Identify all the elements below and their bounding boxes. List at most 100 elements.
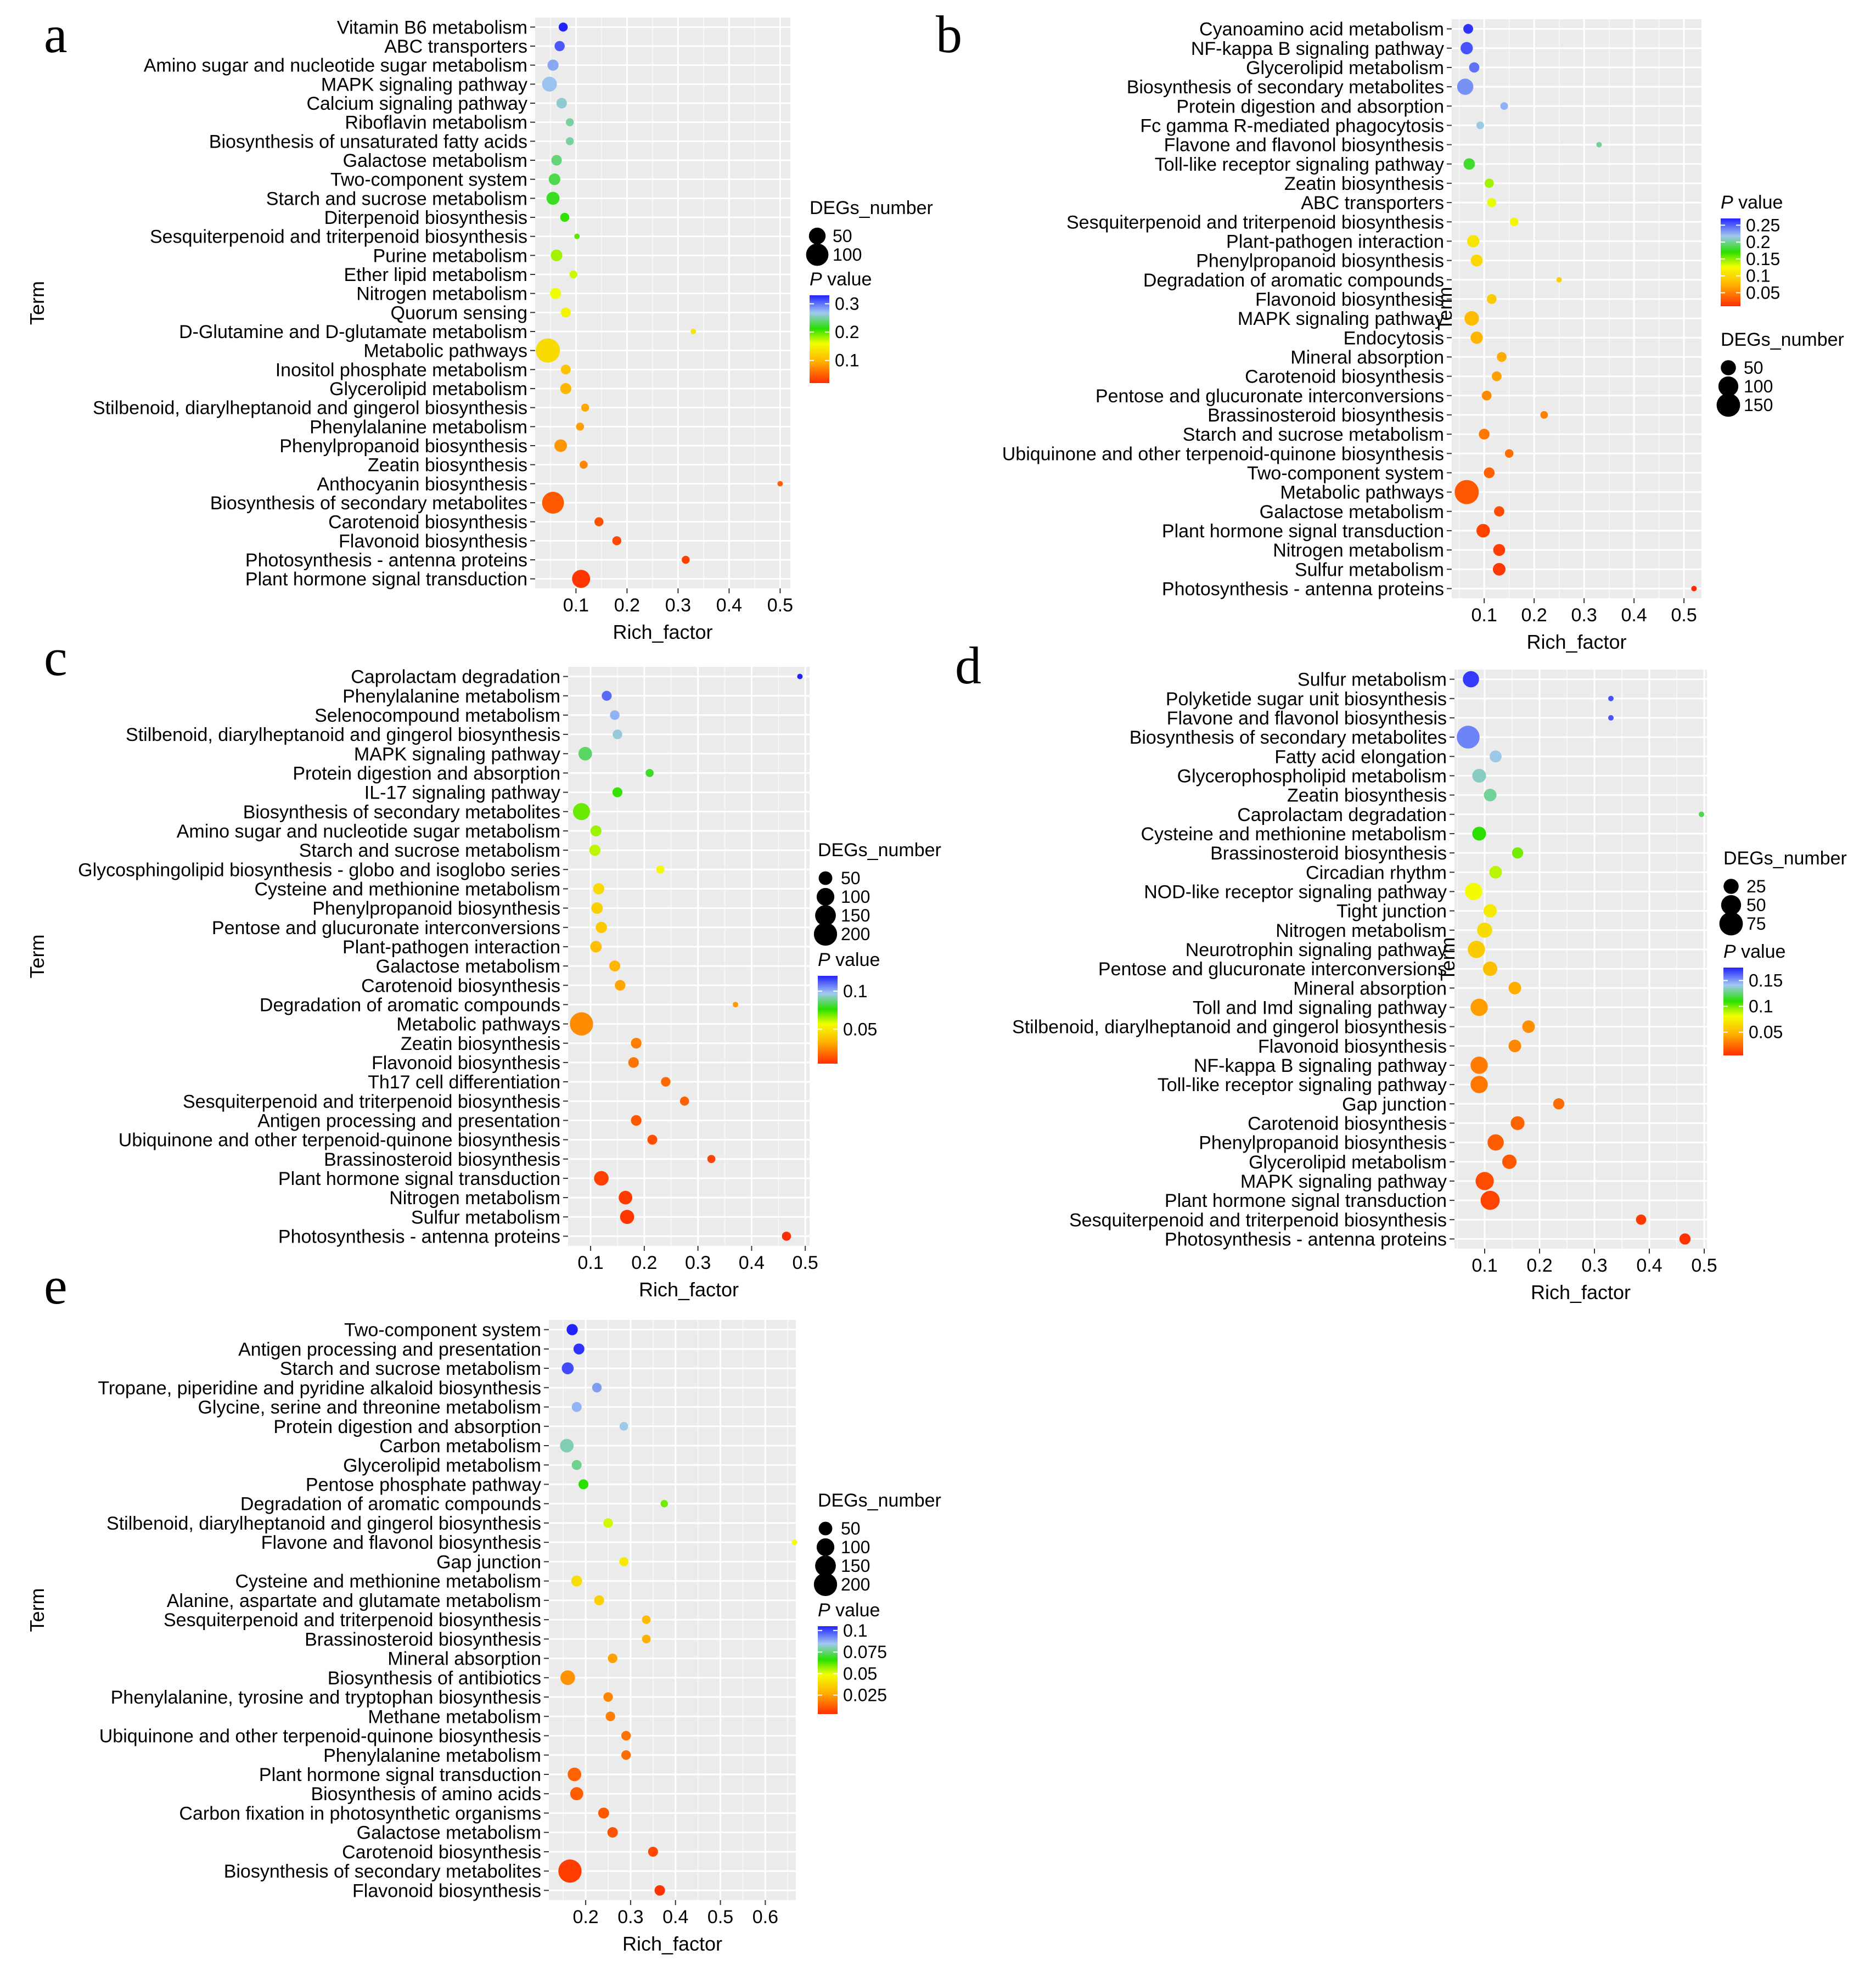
term-label: Tight junction xyxy=(1336,901,1447,922)
data-point xyxy=(1484,789,1497,802)
term-label: Antigen processing and presentation xyxy=(257,1110,560,1131)
term-label: Sesquiterpenoid and triterpenoid biosynt… xyxy=(1069,1210,1447,1230)
size-legend-label: 150 xyxy=(841,906,870,925)
data-point xyxy=(1480,1190,1500,1210)
data-point xyxy=(1510,1116,1525,1131)
x-axis-title: Rich_factor xyxy=(639,1278,739,1301)
size-legend-title: DEGs_number xyxy=(1723,848,1847,869)
size-legend-dot xyxy=(1723,879,1739,894)
term-label: Antigen processing and presentation xyxy=(238,1339,541,1360)
term-label: Carotenoid biosynthesis xyxy=(328,512,527,533)
term-label: Zeatin biosynthesis xyxy=(1284,173,1444,194)
x-tick-label: 0.4 xyxy=(739,1252,765,1273)
term-label: Mineral absorption xyxy=(387,1649,541,1670)
x-tick-label: 0.4 xyxy=(1621,605,1647,626)
term-label: Flavonoid biosynthesis xyxy=(372,1053,560,1074)
data-point xyxy=(1540,411,1548,419)
data-point xyxy=(1691,586,1697,592)
color-bar-label: 0.025 xyxy=(843,1685,887,1705)
term-label: Brassinosteroid biosynthesis xyxy=(324,1149,560,1170)
data-point xyxy=(621,1730,631,1741)
term-label: Phenylalanine, tyrosine and tryptophan b… xyxy=(111,1687,541,1708)
data-point xyxy=(607,1827,618,1838)
term-label: Plant hormone signal transduction xyxy=(1162,521,1444,542)
data-point xyxy=(565,137,574,145)
data-point xyxy=(782,1232,791,1241)
data-point xyxy=(560,1439,574,1453)
data-point xyxy=(610,710,620,720)
term-label: Sulfur metabolism xyxy=(411,1207,560,1228)
term-label: Nitrogen metabolism xyxy=(1273,540,1444,561)
size-legend-title: DEGs_number xyxy=(1721,329,1844,350)
term-label: Plant-pathogen interaction xyxy=(1226,231,1444,252)
size-legend-label: 100 xyxy=(841,1537,870,1557)
data-point xyxy=(645,769,654,777)
data-point xyxy=(1476,524,1490,538)
size-legend-dot xyxy=(816,1538,835,1557)
data-point xyxy=(578,1479,589,1490)
data-point xyxy=(1470,1057,1488,1074)
color-legend-title-rest: value xyxy=(830,1600,880,1621)
data-point xyxy=(560,307,571,318)
x-axis-title: Rich_factor xyxy=(1526,631,1626,653)
data-point xyxy=(1522,1020,1535,1033)
term-label: Biosynthesis of secondary metabolites xyxy=(210,493,527,514)
term-label: Biosynthesis of secondary metabolites xyxy=(224,1861,541,1882)
term-label: Calcium signaling pathway xyxy=(306,93,527,114)
data-point xyxy=(1482,961,1498,976)
x-tick-label: 0.2 xyxy=(572,1907,598,1928)
data-point xyxy=(594,1595,604,1605)
data-point xyxy=(609,960,621,972)
term-label: Carotenoid biosynthesis xyxy=(342,1842,541,1863)
term-label: Starch and sucrose metabolism xyxy=(266,188,527,209)
data-point xyxy=(1491,371,1502,381)
size-legend-label: 50 xyxy=(1744,358,1763,378)
data-point xyxy=(1490,750,1502,763)
data-point xyxy=(551,249,563,261)
color-legend-title: P value xyxy=(818,1600,880,1621)
data-point xyxy=(1463,158,1475,170)
data-point xyxy=(546,192,560,205)
term-label: Fatty acid elongation xyxy=(1274,746,1447,767)
term-label: Tropane, piperidine and pyridine alkaloi… xyxy=(98,1378,541,1398)
data-point xyxy=(1489,866,1502,879)
data-point xyxy=(621,1750,631,1760)
data-point xyxy=(536,338,560,363)
size-legend-label: 200 xyxy=(841,1575,870,1594)
term-label: Starch and sucrose metabolism xyxy=(299,840,560,861)
term-label: Ubiquinone and other terpenoid-quinone b… xyxy=(1002,443,1444,464)
data-point xyxy=(1469,62,1480,73)
data-point xyxy=(596,921,607,933)
x-tick-label: 0.3 xyxy=(665,595,691,616)
term-label: Brassinosteroid biosynthesis xyxy=(1207,405,1444,426)
x-tick-label: 0.4 xyxy=(716,595,742,616)
data-point xyxy=(612,787,623,797)
data-point xyxy=(1457,78,1474,95)
term-label: Neurotrophin signaling pathway xyxy=(1186,940,1447,960)
data-point xyxy=(1463,671,1479,688)
size-legend-title: DEGs_number xyxy=(810,198,933,218)
data-point xyxy=(707,1155,716,1164)
term-label: Inositol phosphate metabolism xyxy=(276,359,527,380)
data-point xyxy=(594,1171,609,1186)
term-label: Fc gamma R-mediated phagocytosis xyxy=(1140,115,1444,136)
term-label: Photosynthesis - antenna proteins xyxy=(1165,1229,1447,1250)
term-label: Glycerophospholipid metabolism xyxy=(1177,766,1447,786)
data-point xyxy=(1472,768,1486,783)
color-legend: P value 0.05 0.1 xyxy=(818,949,880,1064)
data-point xyxy=(656,865,665,874)
term-label: Biosynthesis of antibiotics xyxy=(328,1668,541,1689)
term-label: NF-kappa B signaling pathway xyxy=(1194,1055,1447,1076)
size-legend-dot xyxy=(813,1572,838,1597)
panel-b: b 0.1 0.2 0.3 0.4 0.5 Cyanoamino acid metaboli… xyxy=(936,5,1844,653)
term-label: Circadian rhythm xyxy=(1306,862,1447,883)
size-legend-dot xyxy=(1721,895,1742,915)
term-label: Two-component system xyxy=(330,170,527,190)
term-label: Amino sugar and nucleotide sugar metabol… xyxy=(144,55,527,76)
term-label: Caprolactam degradation xyxy=(1237,805,1447,825)
data-point xyxy=(1486,294,1497,304)
term-label: Two-component system xyxy=(1247,463,1444,484)
data-point xyxy=(615,980,626,991)
size-legend-label: 100 xyxy=(1744,377,1773,396)
